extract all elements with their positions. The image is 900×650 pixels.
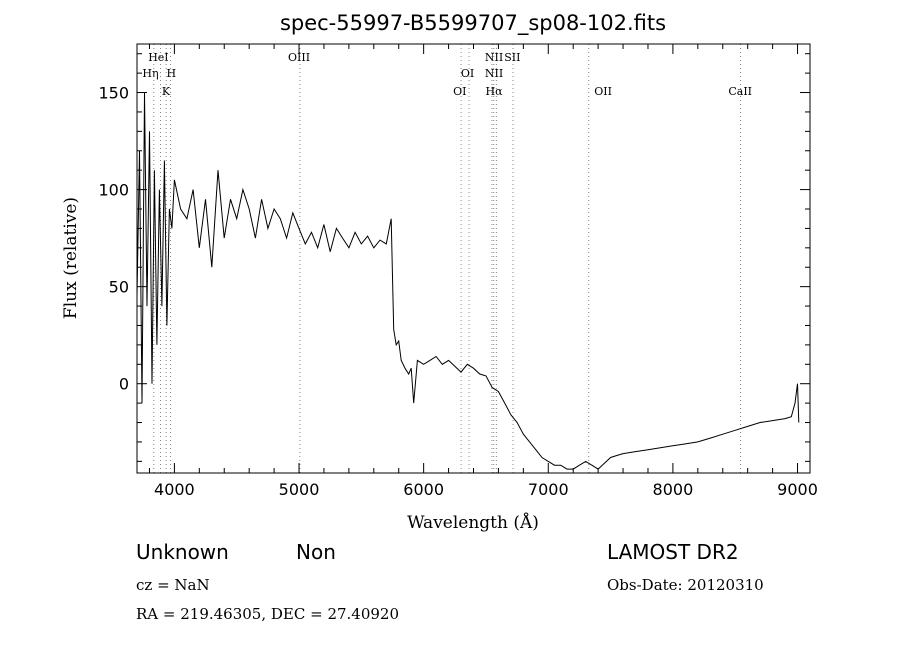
spectral-line-label: SII xyxy=(504,51,520,64)
spectral-line-label: H xyxy=(166,67,176,80)
y-tick-label: 150 xyxy=(98,84,129,103)
x-tick-label: 7000 xyxy=(528,480,569,499)
obs-date-readout: Obs-Date: 20120310 xyxy=(607,576,764,594)
spectral-line-label: K xyxy=(162,85,171,98)
x-tick-label: 8000 xyxy=(653,480,694,499)
x-tick-label: 6000 xyxy=(403,480,444,499)
spectral-line-markers: HeI Hη HK OIII NII SII OI NII OI Hα OII CaII xyxy=(142,44,752,473)
plot-frame xyxy=(136,43,811,474)
y-tick-label: 50 xyxy=(109,278,129,297)
spectrum-flux-line xyxy=(136,92,800,470)
spectral-line-label: Hη xyxy=(142,67,158,80)
spectral-line-label: NII xyxy=(485,67,503,80)
y-tick-label: 0 xyxy=(119,375,129,394)
spectral-line-label: OI xyxy=(461,67,474,80)
x-axis-ticks: 4000 5000 6000 7000 8000 9000 xyxy=(148,44,818,499)
survey-label: LAMOST DR2 xyxy=(607,540,739,564)
redshift-readout: cz = NaN xyxy=(136,576,210,594)
spectral-line-label: OIII xyxy=(288,51,310,64)
spectral-line-label: OII xyxy=(594,85,612,98)
spectral-line-label: Hα xyxy=(486,85,504,98)
spectral-line-label: OI xyxy=(453,85,466,98)
coordinates-readout: RA = 219.46305, DEC = 27.40920 xyxy=(136,605,400,623)
spectral-line-label: CaII xyxy=(728,85,752,98)
y-axis-ticks: 0 50 100 150 xyxy=(98,53,810,462)
y-tick-label: 100 xyxy=(98,181,129,200)
x-tick-label: 9000 xyxy=(777,480,818,499)
x-tick-label: 4000 xyxy=(154,480,195,499)
spectral-line-label: NII xyxy=(485,51,503,64)
y-axis-label: Flux (relative) xyxy=(61,197,81,319)
class-label: Unknown xyxy=(136,540,229,564)
spectral-line-label: HeI xyxy=(148,51,168,64)
subclass-label: Non xyxy=(296,540,336,564)
x-axis-label: Wavelength (Å) xyxy=(407,512,539,533)
chart-title: spec-55997-B5599707_sp08-102.fits xyxy=(280,11,666,36)
x-tick-label: 5000 xyxy=(279,480,320,499)
